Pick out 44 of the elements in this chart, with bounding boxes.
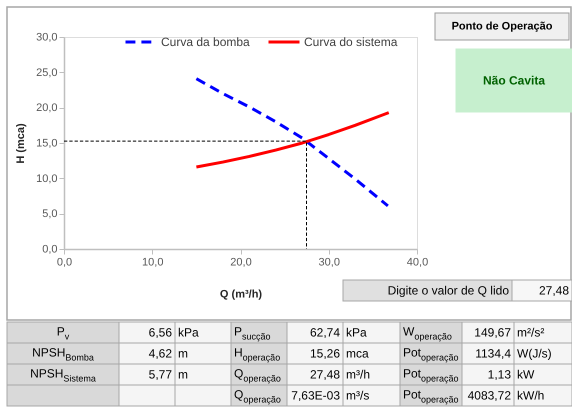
text: 15,26 [310, 346, 340, 360]
y-tick-label: 30,0 [36, 32, 58, 44]
text: 27,48 [538, 284, 570, 298]
text: m [178, 346, 188, 360]
y-tick-label: 5,0 [42, 208, 58, 220]
text: 5,77 [148, 368, 172, 382]
legend-label: Curva do sistema [304, 35, 398, 49]
legend-label: Curva da bomba [161, 35, 250, 49]
text: Não Cavita [482, 74, 546, 88]
y-tick-label: 20,0 [36, 102, 58, 114]
text: mca [346, 346, 369, 360]
y-axis-title: H (mca) [15, 122, 28, 164]
text: 4083,72 [468, 388, 512, 402]
text: 62,74 [310, 326, 340, 340]
text: Digite o valor de Q lido [388, 284, 510, 298]
text: Ponto de Operação [452, 20, 553, 32]
text: m [178, 368, 188, 382]
line-series [194, 77, 390, 208]
text: 27,48 [310, 368, 340, 382]
y-tick-label: 10,0 [36, 172, 58, 185]
text: 1134,4 [475, 346, 512, 360]
x-tick-label: 40,0 [406, 256, 428, 268]
text: m³/h [346, 368, 370, 382]
y-tick-label: 0,0 [42, 244, 58, 256]
text: kW/h [517, 388, 544, 402]
text: 6,56 [148, 326, 172, 340]
text: m³/s [346, 388, 370, 402]
text: kW [517, 368, 535, 382]
text: 4,62 [148, 346, 172, 360]
y-tick-label: 25,0 [36, 66, 58, 79]
text: 1,13 [488, 368, 512, 382]
text: 7,63E-03 [291, 388, 340, 402]
y-tick-label: 15,0 [36, 138, 58, 150]
text: kPa [178, 326, 200, 340]
x-tick-label: 10,0 [142, 256, 164, 268]
x-tick-label: 30,0 [318, 256, 340, 268]
text: m²/s² [517, 326, 544, 340]
x-tick-label: 0,0 [56, 256, 72, 268]
text: 149,67 [474, 326, 512, 340]
text: W(J/s) [517, 346, 552, 360]
x-tick-label: 20,0 [230, 256, 252, 268]
text: kPa [346, 326, 368, 340]
x-axis-title: Q (m³/h) [220, 288, 262, 300]
line-series [194, 111, 390, 169]
